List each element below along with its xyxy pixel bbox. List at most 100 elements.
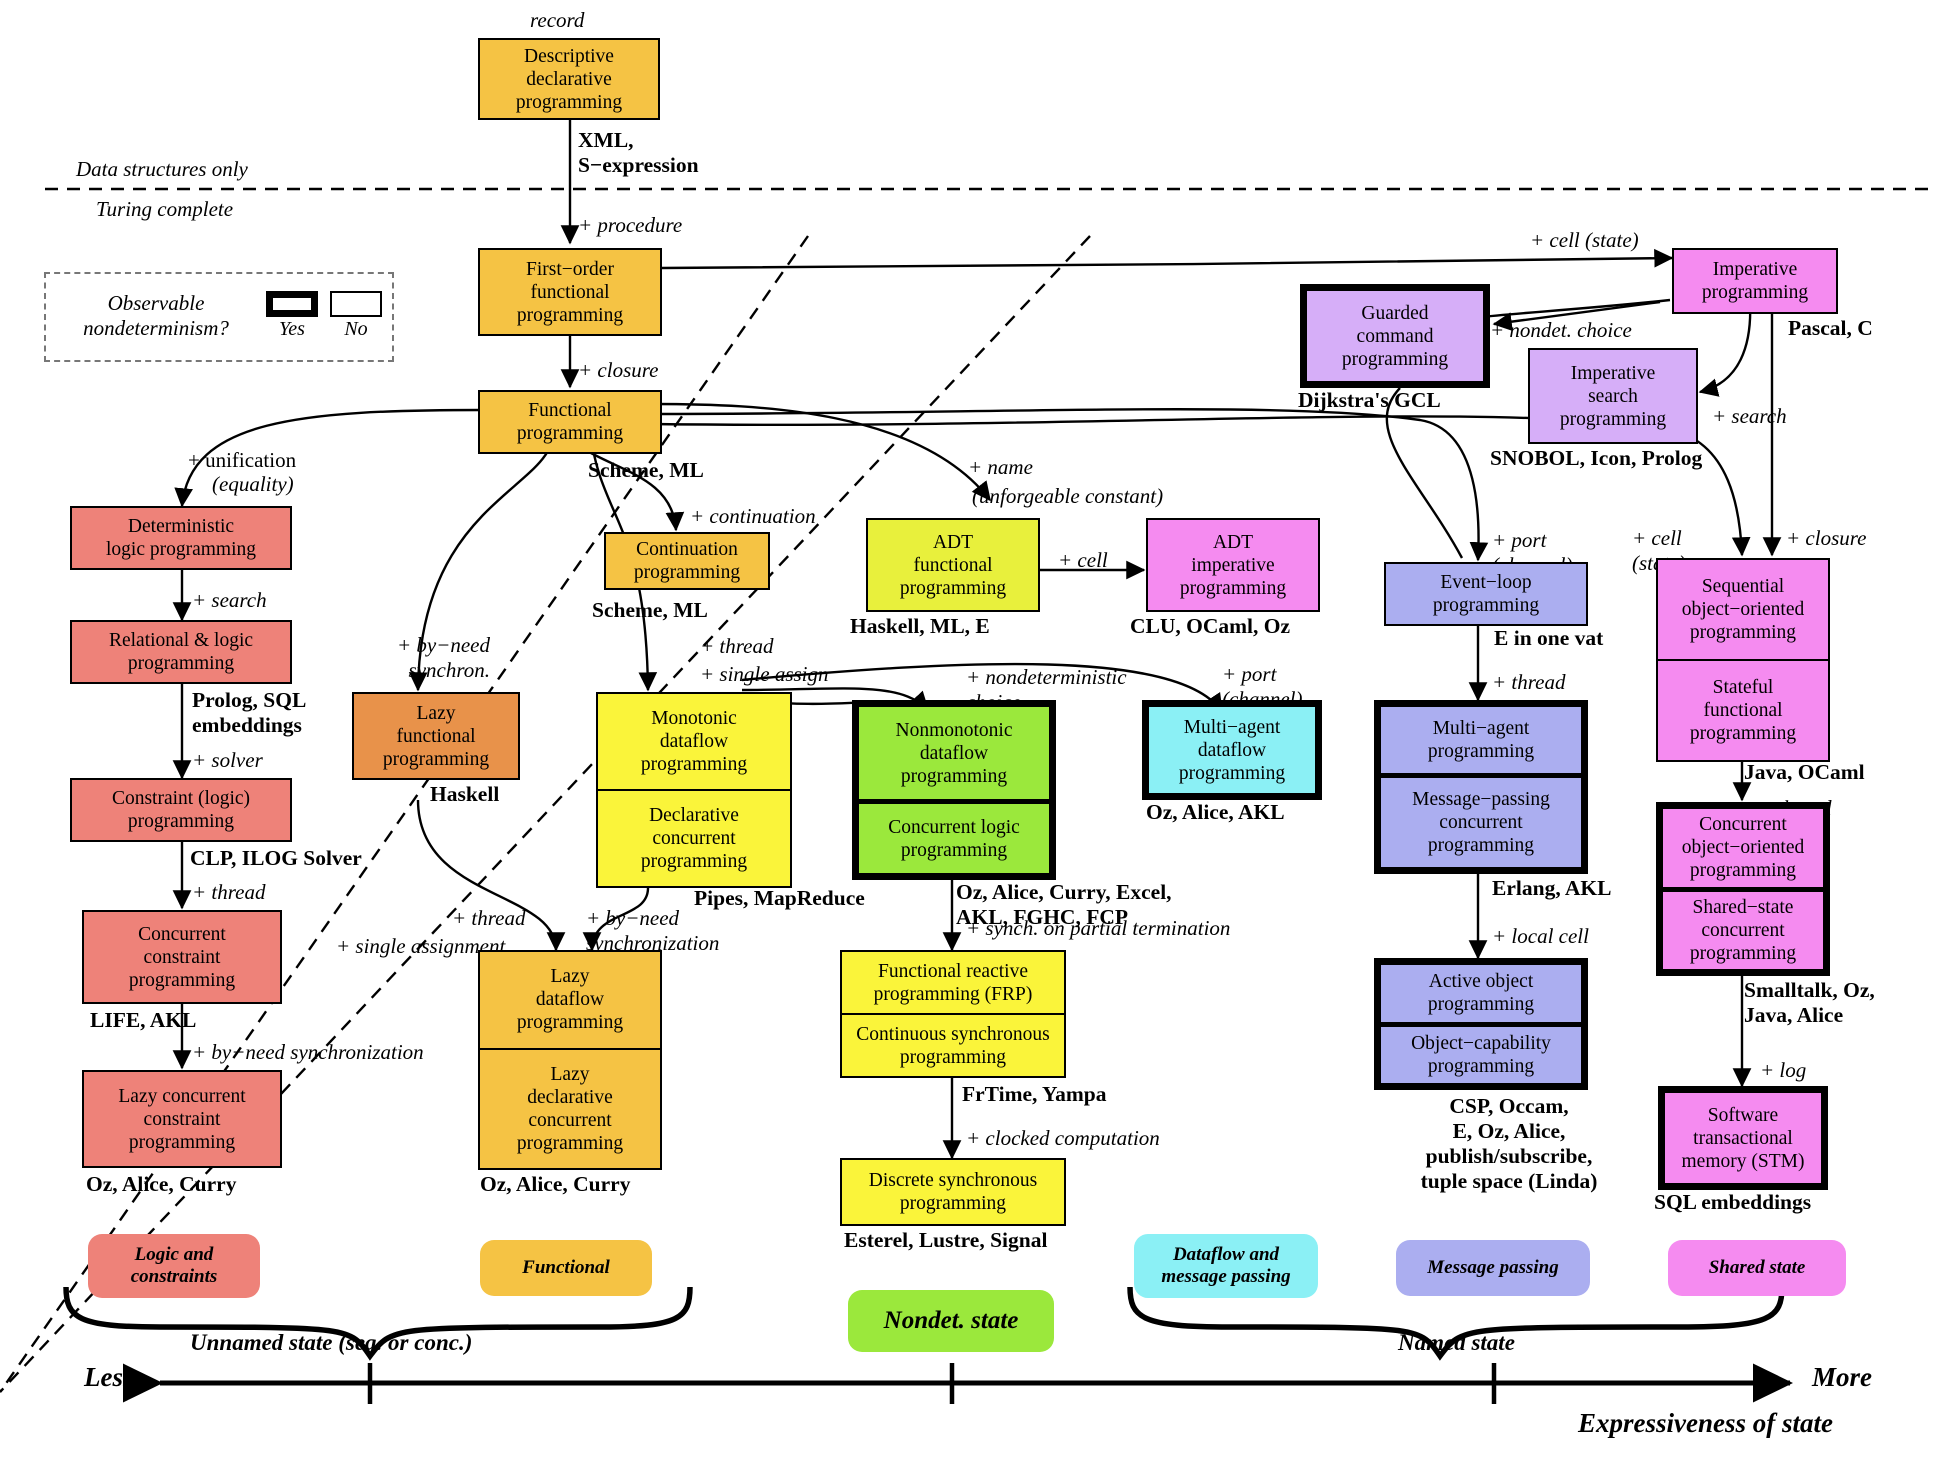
node-deterministic-logic-programming[interactable]: Deterministic logic programming	[70, 506, 292, 570]
node-label-concurrent-logic: Concurrent logic programming	[859, 799, 1049, 873]
node-concurrent-constraint-programming[interactable]: Concurrent constraint programming	[82, 910, 282, 1004]
language-frtime-yampa: FrTime, Yampa	[962, 1082, 1107, 1106]
node-frp-and-continuous-synchronous[interactable]: Functional reactive programming (FRP) Co…	[840, 950, 1066, 1078]
divider-label-turing-complete: Turing complete	[96, 197, 234, 221]
edge-label-continuation: + continuation	[690, 504, 816, 528]
node-label-shared-state-concurrent: Shared−state concurrent programming	[1663, 886, 1823, 970]
language-erlang-akl: Erlang, AKL	[1492, 876, 1612, 900]
node-label: Functional programming	[516, 400, 624, 444]
node-label-stateful-functional: Stateful functional programming	[1658, 659, 1828, 760]
divider-label-data-structures-only: Data structures only	[76, 157, 248, 181]
legend-observable-nondeterminism: Observable nondeterminism? Yes No	[44, 272, 394, 362]
node-label: Software transactional memory (STM)	[1681, 1104, 1805, 1172]
brace-label-unnamed-state: Unnamed state (seq. or conc.)	[190, 1330, 473, 1355]
edge-label-search-right: + search	[1712, 404, 1787, 428]
node-nonmonotonic-dataflow-and-concurrent-logic[interactable]: Nonmonotonic dataflow programming Concur…	[852, 700, 1056, 880]
node-label-object-capability: Object−capability programming	[1381, 1021, 1581, 1084]
node-software-transactional-memory[interactable]: Software transactional memory (STM)	[1658, 1086, 1828, 1190]
edge-label-by-need-sync-left: + by−need synchronization	[192, 1040, 424, 1064]
node-label: ADT functional programming	[899, 531, 1007, 599]
pill-message-passing: Message passing	[1396, 1240, 1590, 1296]
edge-label-unforgeable-constant: (unforgeable constant)	[972, 484, 1164, 508]
node-multi-agent-and-message-passing-concurrent[interactable]: Multi−agent programming Message−passing …	[1374, 700, 1588, 874]
legend-swatches: Yes No	[266, 291, 382, 341]
language-clu-ocaml-oz: CLU, OCaml, Oz	[1130, 614, 1291, 638]
node-label: Imperative search programming	[1559, 362, 1667, 430]
language-oz-alice-curry-lazy: Oz, Alice, Curry	[480, 1172, 631, 1196]
edge-label-name: + name	[968, 455, 1033, 479]
language-haskell-ml-e: Haskell, ML, E	[850, 614, 990, 638]
node-constraint-logic-programming[interactable]: Constraint (logic) programming	[70, 778, 292, 842]
node-label: Multi−agent dataflow programming	[1178, 716, 1286, 784]
legend-question: Observable nondeterminism?	[83, 291, 229, 340]
node-adt-functional-programming[interactable]: ADT functional programming	[866, 518, 1040, 612]
node-label: Imperative programming	[1701, 259, 1809, 303]
language-java-ocaml: Java, OCaml	[1744, 760, 1865, 784]
legend-no: No	[330, 291, 382, 341]
node-label-declarative-concurrent: Declarative concurrent programming	[598, 789, 790, 886]
node-label: Relational & logic programming	[108, 630, 254, 674]
node-lazy-concurrent-constraint-programming[interactable]: Lazy concurrent constraint programming	[82, 1070, 282, 1168]
node-continuation-programming[interactable]: Continuation programming	[604, 532, 770, 590]
node-label-multi-agent: Multi−agent programming	[1427, 718, 1535, 762]
node-label-sequential-oo: Sequential object−oriented programming	[1681, 576, 1805, 643]
language-e-in-one-vat: E in one vat	[1494, 626, 1604, 650]
language-snobol-icon-prolog: SNOBOL, Icon, Prolog	[1490, 446, 1703, 470]
node-label-monotonic-dataflow: Monotonic dataflow programming	[640, 708, 748, 775]
language-oz-alice-curry-excel: Oz, Alice, Curry, Excel, AKL, FGHC, FCP	[956, 880, 1172, 930]
node-label: Lazy concurrent constraint programming	[118, 1085, 246, 1153]
node-label-nonmonotonic-dataflow: Nonmonotonic dataflow programming	[895, 719, 1013, 787]
node-label-active-object: Active object programming	[1427, 971, 1535, 1016]
node-multi-agent-dataflow-programming[interactable]: Multi−agent dataflow programming	[1142, 700, 1322, 800]
node-label-lazy-dataflow: Lazy dataflow programming	[516, 966, 624, 1034]
node-label: First−order functional programming	[516, 258, 624, 326]
language-sql-embeddings: SQL embeddings	[1654, 1190, 1812, 1214]
node-relational-logic-programming[interactable]: Relational & logic programming	[70, 620, 292, 684]
node-label: Discrete synchronous programming	[868, 1170, 1038, 1214]
language-oz-alice-akl: Oz, Alice, AKL	[1146, 800, 1285, 824]
node-concurrent-oo-and-shared-state-concurrent[interactable]: Concurrent object−oriented programming S…	[1656, 802, 1830, 976]
legend-no-label: No	[344, 318, 368, 340]
axis-caption-expressiveness-of-state: Expressiveness of state	[1578, 1408, 1833, 1438]
edge-label-search-left: + search	[192, 588, 267, 612]
node-sequential-oo-and-stateful-functional[interactable]: Sequential object−oriented programming S…	[1656, 558, 1830, 762]
node-imperative-programming[interactable]: Imperative programming	[1672, 248, 1838, 314]
node-descriptive-declarative-programming[interactable]: Descriptive declarative programming	[478, 38, 660, 120]
node-label: Lazy functional programming	[382, 702, 490, 770]
language-scheme-ml-functional: Scheme, ML	[588, 458, 704, 482]
node-lazy-functional-programming[interactable]: Lazy functional programming	[352, 692, 520, 780]
edge-label-thread-left: + thread	[192, 880, 266, 904]
edge-label-thread-mid: + thread	[700, 634, 774, 658]
node-label: Guarded command programming	[1341, 302, 1449, 370]
node-label: Constraint (logic) programming	[111, 788, 251, 832]
edge-label-by-need-synchronization: + by−need synchronization	[586, 906, 720, 955]
node-label-frp: Functional reactive programming (FRP)	[873, 960, 1033, 1005]
pill-shared-state: Shared state	[1668, 1240, 1846, 1296]
edge-label-clocked-computation: + clocked computation	[966, 1126, 1160, 1150]
edge-label-record: record	[530, 8, 585, 32]
node-imperative-search-programming[interactable]: Imperative search programming	[1528, 348, 1698, 444]
language-oz-alice-curry-left: Oz, Alice, Curry	[86, 1172, 237, 1196]
edge-label-nondet-choice: + nondet. choice	[1490, 318, 1632, 342]
axis-label-less: Less	[84, 1362, 134, 1392]
legend-yes-label: Yes	[279, 318, 305, 340]
language-clp-ilog-solver: CLP, ILOG Solver	[190, 846, 362, 870]
node-guarded-command-programming[interactable]: Guarded command programming	[1300, 284, 1490, 388]
language-xml-sexpression: XML, S−expression	[578, 128, 699, 178]
node-active-object-and-object-capability[interactable]: Active object programming Object−capabil…	[1374, 958, 1588, 1090]
language-haskell: Haskell	[430, 782, 500, 806]
node-monotonic-dataflow-and-declarative-concurrent[interactable]: Monotonic dataflow programming Declarati…	[596, 692, 792, 888]
edge-label-unification: + unification	[188, 448, 297, 472]
edge-label-single-assign: + single assign	[700, 662, 829, 686]
node-functional-programming[interactable]: Functional programming	[478, 390, 662, 454]
node-first-order-functional-programming[interactable]: First−order functional programming	[478, 248, 662, 336]
edge-label-closure-far: + closure	[1786, 526, 1867, 550]
pill-nondet-state: Nondet. state	[848, 1290, 1054, 1352]
node-lazy-dataflow-and-lazy-declarative-concurrent[interactable]: Lazy dataflow programming Lazy declarati…	[478, 950, 662, 1170]
edge-label-by-need-synchron: + by−need synchron.	[396, 633, 490, 682]
node-adt-imperative-programming[interactable]: ADT imperative programming	[1146, 518, 1320, 612]
node-discrete-synchronous-programming[interactable]: Discrete synchronous programming	[840, 1158, 1066, 1226]
node-label-message-passing-concurrent: Message−passing concurrent programming	[1381, 773, 1581, 867]
node-event-loop-programming[interactable]: Event−loop programming	[1384, 562, 1588, 626]
